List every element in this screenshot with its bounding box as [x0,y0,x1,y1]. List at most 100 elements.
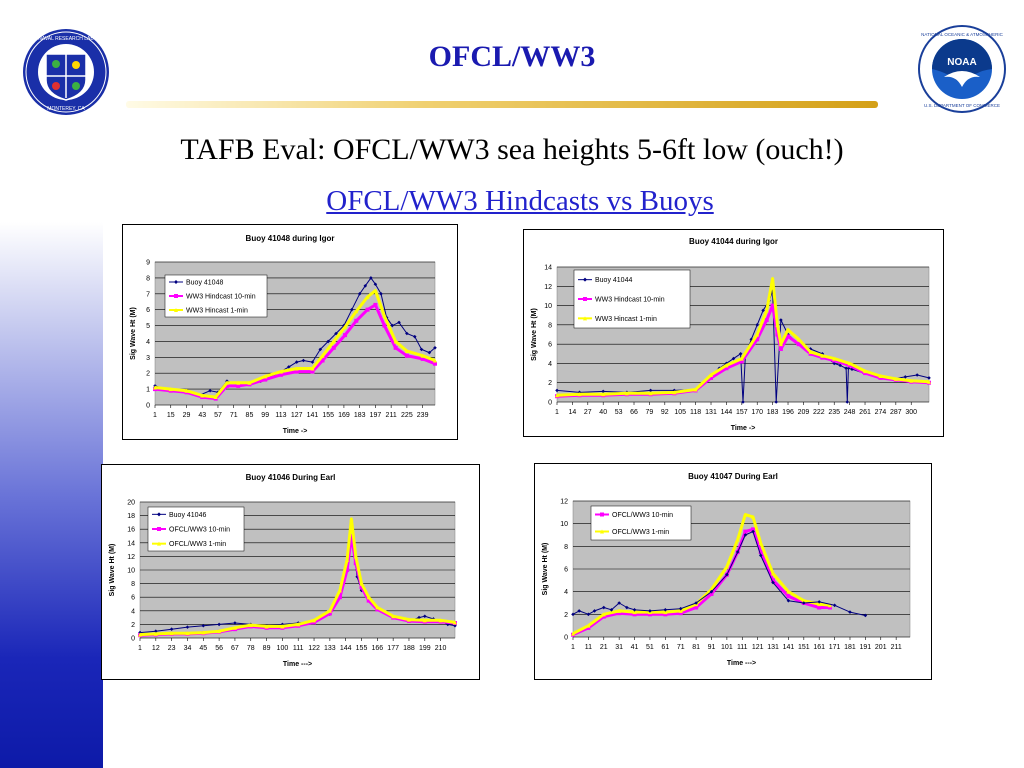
x-tick-label: 199 [419,645,431,652]
data-point [433,358,437,363]
data-point [709,375,714,380]
svg-text:MONTEREY, CA: MONTEREY, CA [47,106,85,112]
data-point [236,380,241,385]
data-point [786,334,791,339]
x-tick-label: 166 [371,645,383,652]
data-point [310,369,315,374]
data-point [420,356,425,361]
slide-subtitle: TAFB Eval: OFCL/WW3 sea heights 5-6ft lo… [180,133,844,166]
data-point [349,534,354,538]
y-tick-label: 12 [560,499,568,506]
slide-title: OFCL/WW3 [428,40,596,73]
data-point [359,585,364,589]
data-point [310,366,315,371]
y-tick-label: 0 [564,635,568,642]
data-point [301,358,306,363]
x-tick-label: 51 [646,644,654,651]
data-point [247,380,252,385]
y-tick-label: 8 [564,544,568,551]
chart-buoy-41046: Buoy 41046 During Earl 0 2 4 6 8 10 12 14 16 18 20 1… [101,464,480,680]
data-point [138,632,142,637]
y-tick-label: 2 [548,380,552,387]
x-tick-label: 57 [214,412,222,419]
x-tick-label: 131 [705,409,717,416]
chart-buoy-41044: Buoy 41044 during Igor 0 2 4 6 8 10 12 14 1 14 27 40… [523,229,944,437]
x-tick-label: 11 [585,644,592,651]
data-point [555,388,559,393]
data-point [586,612,591,617]
data-point [672,390,677,395]
y-tick-label: 0 [131,636,135,643]
data-point [366,595,371,600]
data-point [154,629,158,633]
data-point [232,625,237,630]
data-point [343,325,348,330]
data-point [201,630,206,635]
x-tick-label: 78 [247,645,255,652]
data-point [555,393,559,398]
x-tick-label: 122 [308,645,320,652]
data-point [349,517,354,521]
data-point [724,363,729,368]
data-point [709,591,714,596]
y-axis-label: Sig Wave Ht (M) [109,544,116,597]
data-point [375,605,380,610]
title-underline [126,101,878,108]
x-tick-label: 100 [277,645,289,652]
data-point [751,527,756,532]
legend-marker [583,277,587,282]
legend-marker [583,297,587,301]
data-point [353,554,358,559]
x-tick-label: 81 [692,644,700,651]
legend-marker [583,316,587,321]
data-point [739,356,744,361]
x-tick-label: 61 [661,644,669,651]
data-point [393,345,398,350]
x-tick-label: 155 [356,645,368,652]
x-tick-label: 211 [891,644,902,651]
data-point [379,291,383,296]
data-point [263,377,268,382]
y-axis-label: Sig Wave Ht (M) [130,307,137,360]
data-point [755,337,760,342]
data-point [915,373,919,377]
data-point [365,294,370,299]
data-point [624,391,629,396]
data-point [903,375,908,379]
data-point [838,363,842,368]
data-point [764,308,769,313]
nrl-logo: NAVAL RESEARCH LAB MONTEREY, CA [23,29,109,115]
data-point [224,383,229,388]
data-point [735,537,740,542]
legend-marker [174,294,178,298]
chart-svg: Buoy 41046 During Earl 0 2 4 6 8 10 12 14 16 18 20 1… [109,473,457,668]
data-point [592,609,597,613]
x-tick-label: 196 [782,409,794,416]
data-point [617,601,621,605]
data-point [693,387,698,392]
x-tick-label: 121 [752,644,764,651]
data-point [217,622,221,627]
x-tick-label: 191 [860,644,872,651]
data-point [345,568,350,572]
data-point [577,609,581,613]
x-tick-label: 66 [630,409,638,416]
x-tick-label: 141 [307,412,319,419]
series-line [572,513,831,635]
x-tick-label: 53 [615,409,623,416]
data-point [354,309,359,314]
legend-marker [157,512,161,517]
data-point [420,353,425,358]
y-tick-label: 6 [564,567,568,574]
y-tick-label: 4 [564,589,568,596]
x-tick-label: 23 [168,645,176,652]
hindcasts-link[interactable]: OFCL/WW3 Hindcasts vs Buoys [326,185,714,217]
x-tick-label: 71 [677,644,685,651]
data-point [663,608,668,612]
data-point [586,623,591,628]
data-point [724,564,729,569]
x-tick-label: 155 [322,412,334,419]
data-point [764,318,769,323]
data-point [397,320,401,325]
data-point [168,387,173,392]
